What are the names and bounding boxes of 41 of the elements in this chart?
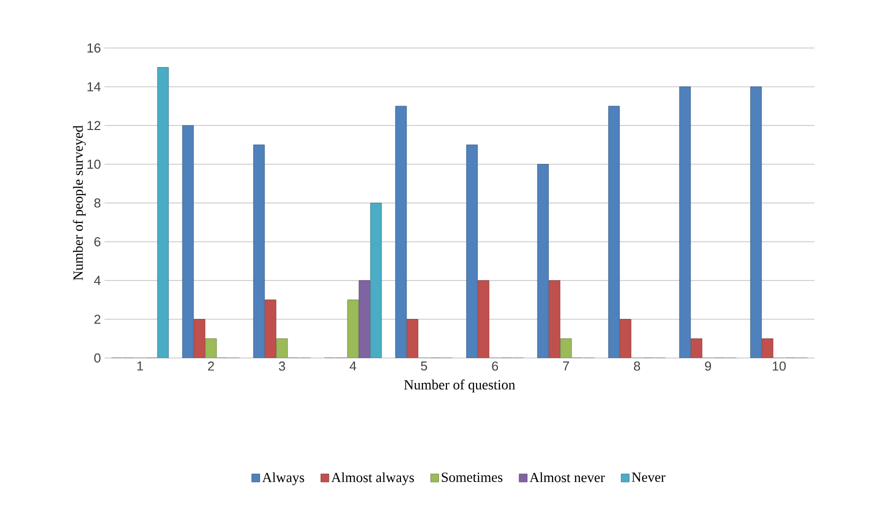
x-tick-label: 10 xyxy=(772,362,786,371)
y-tick-label: 4 xyxy=(94,276,101,285)
x-tick-label: 6 xyxy=(492,362,498,371)
bar xyxy=(608,106,620,358)
legend-label: Almost never xyxy=(530,472,605,482)
bar xyxy=(466,144,478,358)
bar xyxy=(679,86,691,358)
y-tick-label: 2 xyxy=(94,314,100,324)
bar xyxy=(548,280,560,358)
y-axis-title: Number of people surveyed xyxy=(72,125,86,280)
bar xyxy=(750,86,762,358)
x-tick-label: 3 xyxy=(278,362,286,371)
x-tick-label: 1 xyxy=(137,362,143,370)
y-tick-label: 12 xyxy=(88,120,100,130)
bar xyxy=(370,202,382,358)
bar xyxy=(157,67,169,358)
x-tick-label: 5 xyxy=(420,362,428,371)
y-tick-label: 6 xyxy=(94,237,100,246)
bar xyxy=(347,300,359,358)
bar xyxy=(182,125,194,358)
x-tick-label: 2 xyxy=(208,362,214,371)
y-tick-label: 0 xyxy=(94,353,100,363)
bar xyxy=(478,280,490,358)
x-tick-label: 8 xyxy=(634,362,640,371)
x-tick-label: 9 xyxy=(705,362,711,371)
bar xyxy=(358,280,370,358)
legend-label: Always xyxy=(262,472,304,486)
bar xyxy=(253,144,265,358)
y-tick-label: 8 xyxy=(94,198,100,208)
bar xyxy=(264,300,276,358)
legend-label: Almost always xyxy=(331,472,414,486)
x-tick-label: 4 xyxy=(350,362,356,370)
y-tick-label: 14 xyxy=(88,82,101,92)
legend-label: Sometimes xyxy=(442,472,502,482)
bar xyxy=(537,164,549,358)
legend-label: Never xyxy=(632,472,666,482)
y-tick-label: 16 xyxy=(88,43,100,53)
x-axis-title: Number of question xyxy=(404,380,516,392)
bar xyxy=(395,106,407,358)
y-tick-label: 10 xyxy=(88,160,100,169)
x-tick-label: 7 xyxy=(563,362,569,370)
